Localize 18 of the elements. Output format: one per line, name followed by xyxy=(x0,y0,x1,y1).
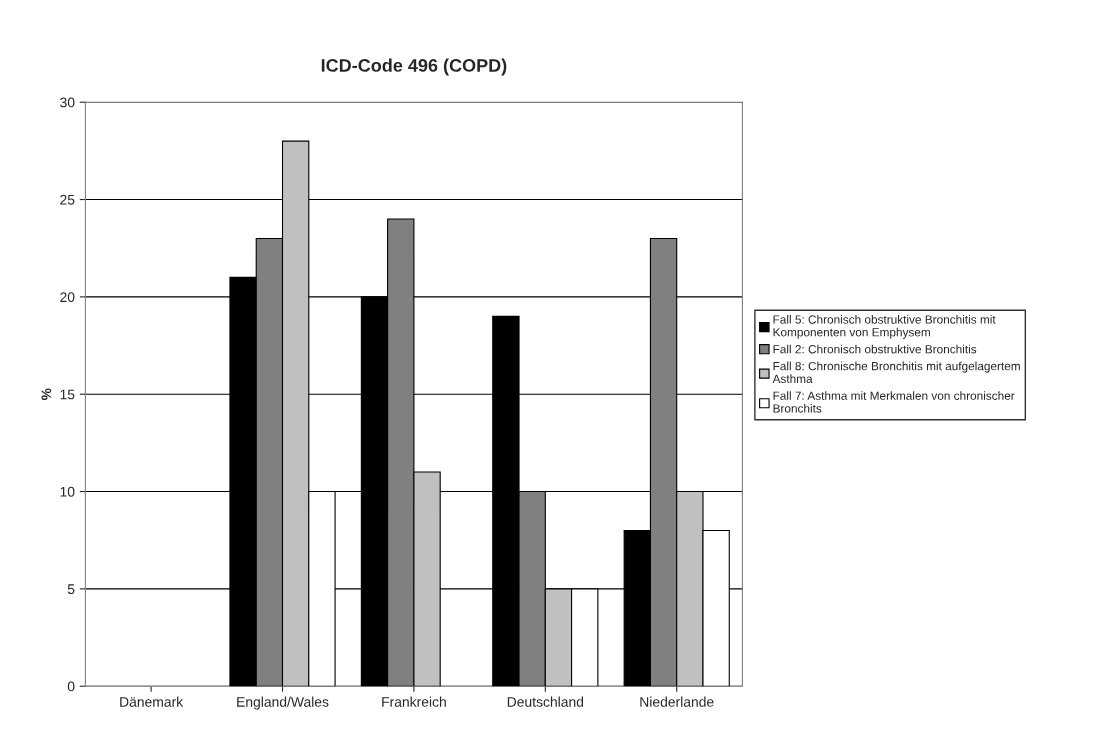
legend-label: Fall 5: Chronisch obstruktive Bronchitis mit Komponenten von Emphysem xyxy=(773,315,996,339)
y-tick-label: 25 xyxy=(60,194,75,205)
y-tick-label: 20 xyxy=(60,292,75,303)
y-tick-label: 5 xyxy=(67,584,75,595)
y-tick-label: 15 xyxy=(60,389,75,400)
x-tick-label: Niederlande xyxy=(640,696,714,707)
y-axis-title: % xyxy=(41,388,52,401)
legend-label: Fall 7: Asthma mit Merkmalen von chronischer Bronchits xyxy=(773,391,1015,413)
y-tick-label: 30 xyxy=(60,97,75,108)
x-tick-label: England/Wales xyxy=(237,696,329,710)
y-tick-label: 10 xyxy=(60,486,75,497)
legend-label: Fall 2: Chronisch obstruktive Bronchitis xyxy=(773,344,977,354)
y-tick-label: 0 xyxy=(67,681,75,692)
chart-title: ICD-Code 496 (COPD) xyxy=(321,58,507,76)
x-tick-label: Frankreich xyxy=(382,696,446,707)
x-tick-label: Dänemark xyxy=(120,696,184,707)
x-tick-label: Deutschland xyxy=(507,696,584,707)
legend-label: Fall 8: Chronische Bronchitis mit aufgelagertem Asthma xyxy=(772,361,1020,384)
